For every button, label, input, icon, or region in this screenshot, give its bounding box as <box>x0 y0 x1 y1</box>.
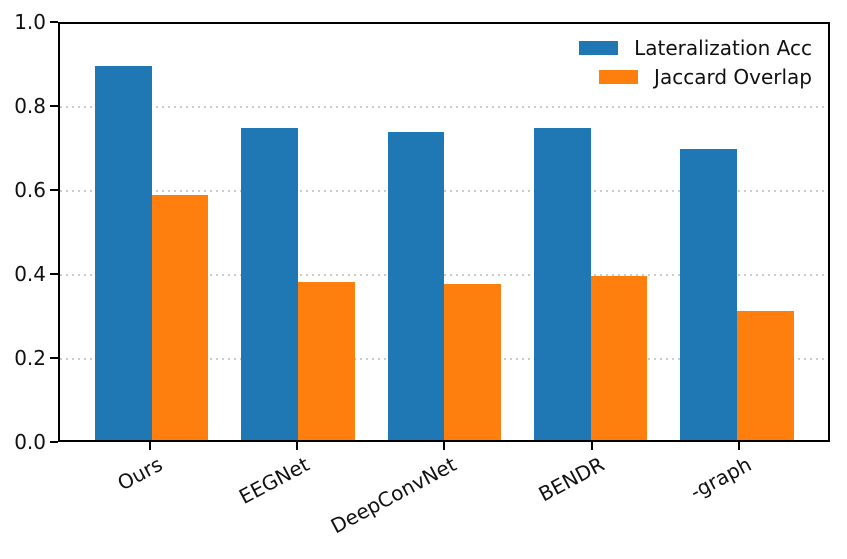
x-tick-label: -graph <box>685 452 755 505</box>
y-tick-mark <box>50 21 58 23</box>
legend-swatch-jaccard-overlap <box>599 70 639 84</box>
y-tick-label: 1.0 <box>14 10 46 34</box>
x-tick-mark <box>443 442 446 450</box>
legend: Lateralization Acc Jaccard Overlap <box>579 34 812 91</box>
bar-jaccard-overlap <box>736 311 794 440</box>
legend-label: Jaccard Overlap <box>654 65 812 89</box>
x-tick-mark <box>149 442 152 450</box>
y-tick-mark <box>50 189 58 191</box>
y-tick-mark <box>50 273 58 275</box>
bar-lateralization-acc <box>680 148 737 440</box>
legend-label: Lateralization Acc <box>634 36 812 60</box>
bar-jaccard-overlap <box>590 275 648 440</box>
bar-jaccard-overlap <box>444 284 502 440</box>
y-tick-mark <box>50 105 58 107</box>
x-tick-mark <box>590 442 593 450</box>
y-tick-mark <box>50 441 58 443</box>
bar-lateralization-acc <box>387 132 445 440</box>
x-tick-label: EEGNet <box>235 452 314 509</box>
legend-entry: Lateralization Acc <box>579 34 812 62</box>
bar-lateralization-acc <box>241 128 299 440</box>
y-tick-label: 0.0 <box>14 430 46 454</box>
y-tick-mark <box>50 357 58 359</box>
x-tick-label: Ours <box>113 452 167 496</box>
x-tick-label: DeepConvNet <box>327 452 461 539</box>
gridline <box>60 106 828 108</box>
legend-entry: Jaccard Overlap <box>579 63 812 91</box>
bar-lateralization-acc <box>534 128 591 440</box>
y-tick-label: 0.8 <box>14 94 46 118</box>
plot-area: Lateralization Acc Jaccard Overlap <box>58 22 830 442</box>
bar-lateralization-acc <box>94 65 152 440</box>
y-tick-label: 0.6 <box>14 178 46 202</box>
y-tick-label: 0.2 <box>14 346 46 370</box>
x-tick-mark <box>737 442 740 450</box>
y-tick-label: 0.4 <box>14 262 46 286</box>
plot-inner <box>60 24 828 440</box>
bar-jaccard-overlap <box>298 281 355 440</box>
x-tick-mark <box>296 442 299 450</box>
x-tick-label: BENDR <box>534 452 608 507</box>
bar-jaccard-overlap <box>151 194 209 440</box>
legend-swatch-lateralization-acc <box>579 41 619 55</box>
